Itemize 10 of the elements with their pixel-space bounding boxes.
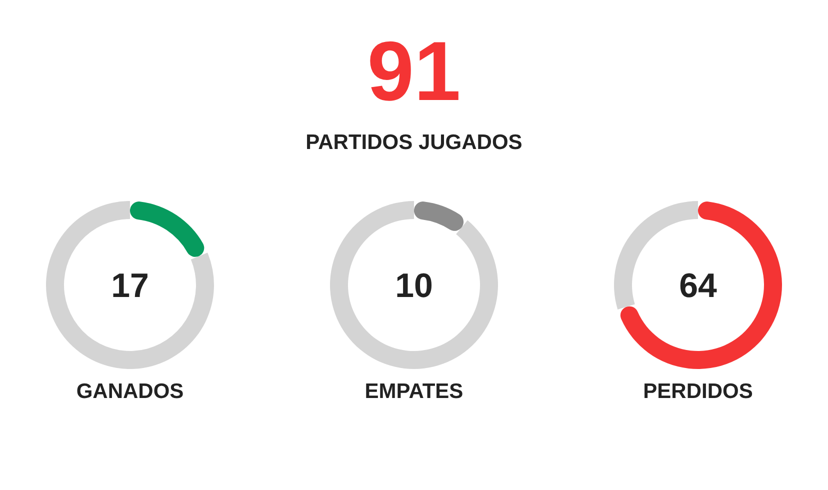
text: 17 bbox=[111, 267, 149, 305]
text: PERDIDOS bbox=[643, 380, 753, 403]
donut-slice bbox=[330, 201, 498, 369]
text: 64 bbox=[679, 267, 717, 305]
text: GANADOS bbox=[76, 380, 184, 403]
donut-slice bbox=[414, 202, 464, 231]
text: 91 bbox=[367, 24, 461, 118]
text: 10 bbox=[395, 267, 433, 305]
text: EMPATES bbox=[364, 380, 464, 403]
text: PARTIDOS JUGADOS bbox=[306, 131, 522, 154]
